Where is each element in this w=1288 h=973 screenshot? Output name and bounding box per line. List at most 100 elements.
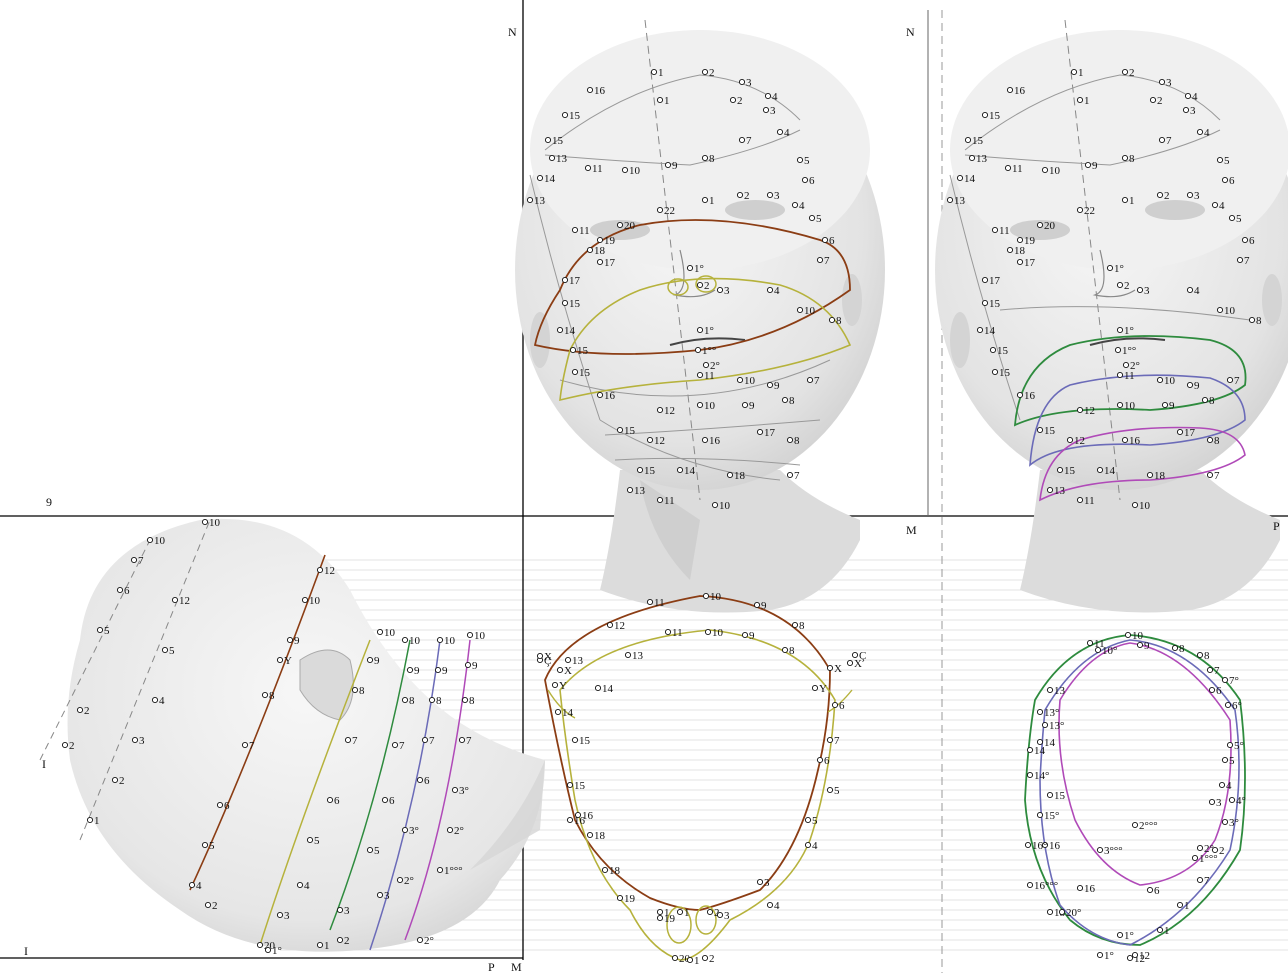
point-marker <box>391 741 399 749</box>
point-marker <box>1182 106 1190 114</box>
point-marker <box>694 346 702 354</box>
point-marker <box>1066 436 1074 444</box>
point-marker <box>571 226 579 234</box>
point-label: 1 <box>684 907 690 919</box>
point-marker <box>436 636 444 644</box>
point-label: 1 <box>709 195 715 207</box>
point-marker <box>981 111 989 119</box>
point-label: 13 <box>572 655 584 667</box>
point-label: 10 <box>154 535 166 547</box>
point-label: 13 <box>556 153 568 165</box>
point-label: 8 <box>789 645 795 657</box>
point-marker <box>1156 191 1164 199</box>
point-marker <box>1076 406 1084 414</box>
point-marker <box>574 811 582 819</box>
point-marker <box>1114 346 1122 354</box>
point-marker <box>151 696 159 704</box>
point-marker <box>701 954 709 962</box>
point-marker <box>561 276 569 284</box>
point-label: 6 <box>1216 685 1222 697</box>
point-marker <box>376 628 384 636</box>
point-marker <box>130 556 138 564</box>
point-marker <box>1041 721 1049 729</box>
point-marker <box>366 846 374 854</box>
point-label: 3 <box>1216 797 1222 809</box>
point-marker <box>781 646 789 654</box>
point-label: 9 <box>374 655 380 667</box>
point-label: 15 <box>569 110 581 122</box>
point-marker <box>256 941 264 949</box>
point-marker <box>696 401 704 409</box>
point-label: 15 <box>989 298 1001 310</box>
point-label: 15 <box>972 135 984 147</box>
point-label: 6 <box>1154 885 1160 897</box>
point-label: 16 <box>1129 435 1141 447</box>
point-label: 7 <box>1244 255 1250 267</box>
point-label: 2 <box>709 953 715 965</box>
point-label: 10 <box>712 627 724 639</box>
point-marker <box>584 164 592 172</box>
point-label: 8 <box>1204 650 1210 662</box>
point-marker <box>650 68 658 76</box>
point-marker <box>991 226 999 234</box>
point-marker <box>826 664 834 672</box>
point-marker <box>61 741 69 749</box>
point-label: 2 <box>344 935 350 947</box>
point-marker <box>344 736 352 744</box>
point-label: 1° <box>1124 930 1134 942</box>
point-label: 12 <box>324 565 335 577</box>
point-marker <box>616 426 624 434</box>
point-label: 9 <box>1194 380 1200 392</box>
point-marker <box>704 628 712 636</box>
point-marker <box>1041 166 1049 174</box>
point-label: 4 <box>1204 127 1210 139</box>
point-label: 3 <box>1194 190 1200 202</box>
point-label: 1 <box>664 907 670 919</box>
point-label: 17 <box>569 275 581 287</box>
point-marker <box>621 166 629 174</box>
point-marker <box>753 601 761 609</box>
point-marker <box>554 708 562 716</box>
point-label: 11 <box>579 225 590 237</box>
point-marker <box>306 836 314 844</box>
label-p-bottom: P <box>488 960 495 973</box>
point-label: 9 <box>294 635 300 647</box>
point-label: 6 <box>224 800 230 812</box>
point-marker <box>616 894 624 902</box>
point-marker <box>1208 798 1216 806</box>
point-label: 5 <box>812 815 818 827</box>
point-marker <box>171 596 179 604</box>
point-label: 1° <box>704 325 714 337</box>
point-marker <box>976 326 984 334</box>
point-marker <box>989 346 997 354</box>
point-label: 14 <box>1104 465 1116 477</box>
point-marker <box>1248 316 1256 324</box>
point-marker <box>1096 846 1104 854</box>
point-marker <box>586 86 594 94</box>
point-marker <box>1016 236 1024 244</box>
point-label: 15 <box>579 367 591 379</box>
point-label: 13 <box>632 650 644 662</box>
point-marker <box>826 736 834 744</box>
point-label: 1°°° <box>1199 853 1218 865</box>
point-label: 11 <box>664 495 675 507</box>
front-head-view-right <box>935 19 1288 613</box>
point-marker <box>1121 154 1129 162</box>
point-label: Ç <box>544 655 551 667</box>
point-marker <box>766 901 774 909</box>
point-marker <box>716 911 724 919</box>
point-label: 14 <box>1044 737 1056 749</box>
point-marker <box>1216 306 1224 314</box>
label-i-side: I <box>42 757 46 771</box>
point-marker <box>466 631 474 639</box>
point-marker <box>201 518 209 526</box>
point-label: 9 <box>749 630 755 642</box>
point-label: 3 <box>384 890 390 902</box>
point-marker <box>741 401 749 409</box>
point-marker <box>458 736 466 744</box>
point-marker <box>702 361 710 369</box>
point-marker <box>826 786 834 794</box>
point-label: 13 <box>534 195 546 207</box>
point-marker <box>451 786 459 794</box>
